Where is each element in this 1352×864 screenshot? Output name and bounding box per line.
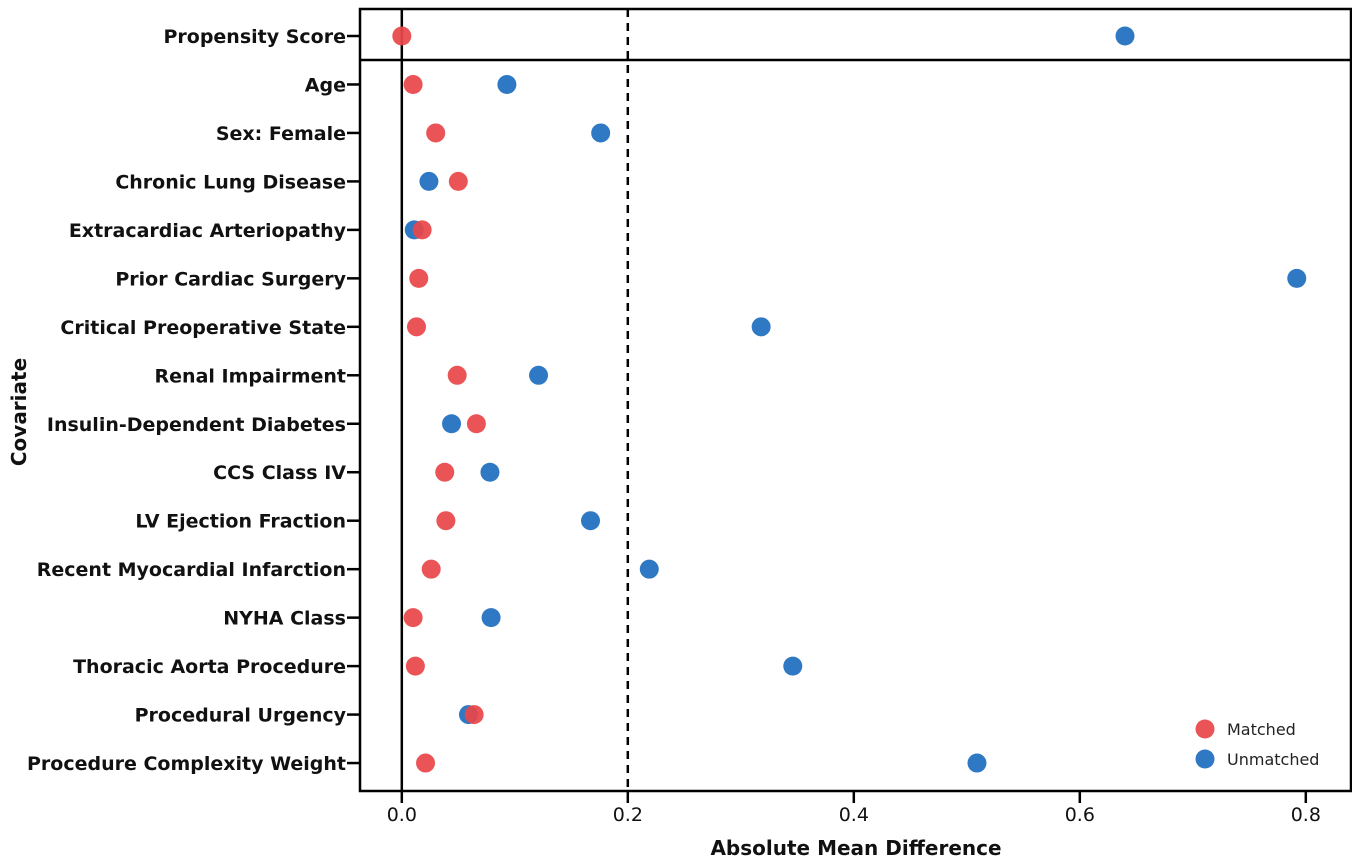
y-tick-label: LV Ejection Fraction (135, 511, 346, 533)
reference-lines (400, 9, 630, 791)
legend-marker (1195, 719, 1215, 739)
y-tick-label: Sex: Female (216, 123, 346, 145)
point-unmatched (639, 559, 659, 579)
point-matched (466, 414, 486, 434)
point-matched (426, 123, 446, 143)
point-matched (416, 753, 436, 773)
point-matched (409, 268, 429, 288)
y-axis-ticks: Propensity Score Age Sex: Female Chronic Lu… (27, 26, 360, 775)
point-unmatched (1287, 268, 1307, 288)
y-tick-label: Thoracic Aorta Procedure (73, 656, 346, 678)
legend-label: Matched (1227, 720, 1296, 739)
point-unmatched (751, 317, 771, 337)
y-tick-label: NYHA Class (223, 608, 346, 630)
legend-marker (1195, 749, 1215, 769)
point-unmatched (481, 608, 501, 628)
y-tick-label: Insulin-Dependent Diabetes (47, 414, 346, 436)
point-matched (448, 171, 468, 191)
point-matched (403, 608, 423, 628)
point-unmatched (783, 656, 803, 676)
point-matched (405, 656, 425, 676)
point-unmatched (442, 414, 462, 434)
x-tick-label: 0.4 (839, 804, 869, 826)
y-tick-label: Prior Cardiac Surgery (115, 268, 346, 290)
x-tick-label: 0.8 (1291, 804, 1321, 826)
y-axis-title: Covariate (7, 358, 31, 466)
point-matched (406, 317, 426, 337)
x-axis-ticks: 0.0 0.2 0.4 0.6 0.8 (387, 791, 1321, 826)
plot-border (358, 7, 1352, 793)
y-tick-label: Procedure Complexity Weight (27, 753, 346, 775)
y-tick-label: Renal Impairment (155, 365, 346, 387)
point-matched (412, 220, 432, 240)
y-tick-label: Age (305, 74, 346, 96)
point-matched (447, 365, 467, 385)
point-matched (436, 511, 456, 531)
y-tick-label: Chronic Lung Disease (115, 171, 346, 193)
point-matched (392, 26, 412, 46)
y-tick-label: Procedural Urgency (135, 705, 347, 727)
x-axis-title: Absolute Mean Difference (710, 836, 1001, 860)
point-matched (403, 74, 423, 94)
data-points (392, 26, 1307, 773)
y-tick-label: Propensity Score (163, 26, 346, 48)
point-matched (435, 462, 455, 482)
legend: Matched Unmatched (1195, 719, 1319, 769)
point-matched (464, 705, 484, 725)
point-unmatched (967, 753, 987, 773)
point-unmatched (591, 123, 611, 143)
point-unmatched (1115, 26, 1135, 46)
x-tick-label: 0.2 (613, 804, 643, 826)
y-tick-label: Recent Myocardial Infarction (37, 559, 346, 581)
x-tick-label: 0.6 (1065, 804, 1095, 826)
y-tick-label: CCS Class IV (213, 462, 346, 484)
point-unmatched (529, 365, 549, 385)
legend-label: Unmatched (1227, 750, 1319, 769)
x-tick-label: 0.0 (387, 804, 417, 826)
point-unmatched (581, 511, 601, 531)
point-unmatched (497, 74, 517, 94)
y-tick-label: Extracardiac Arteriopathy (69, 220, 347, 242)
plot-frame (358, 7, 1352, 793)
point-matched (421, 559, 441, 579)
point-unmatched (419, 171, 439, 191)
point-unmatched (480, 462, 500, 482)
y-tick-label: Critical Preoperative State (60, 317, 346, 339)
